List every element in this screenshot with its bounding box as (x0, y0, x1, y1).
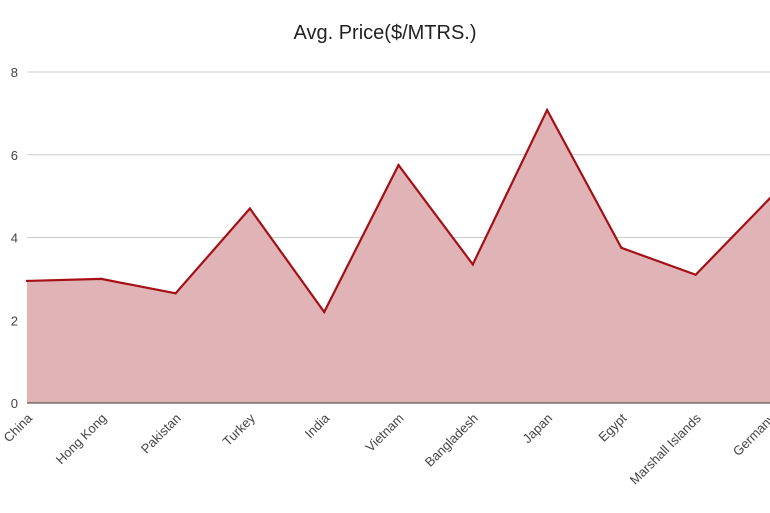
x-tick-label: Germany (730, 410, 770, 459)
x-tick-label: Egypt (595, 410, 629, 444)
y-tick-label: 2 (11, 313, 18, 328)
data-point (397, 163, 400, 167)
x-tick-label: Vietnam (362, 411, 406, 455)
x-tick-label: Hong Kong (53, 411, 110, 468)
data-point (100, 277, 103, 281)
data-point (620, 246, 623, 250)
data-point (25, 279, 29, 283)
y-tick-label: 6 (11, 148, 18, 163)
y-tick-label: 8 (11, 65, 18, 80)
data-point (248, 207, 252, 210)
y-tick-label: 4 (11, 231, 18, 246)
x-tick-label: Marshall Islands (627, 410, 704, 487)
data-point (174, 292, 177, 295)
x-tick-label: Pakistan (138, 411, 184, 457)
y-tick-label: 0 (11, 396, 18, 411)
chart-title: Avg. Price($/MTRS.) (293, 22, 477, 44)
data-point (694, 273, 697, 276)
x-tick-label: India (302, 410, 333, 441)
x-tick-label: Japan (520, 411, 556, 447)
area-fill (27, 110, 770, 403)
data-point (545, 108, 549, 112)
x-tick-label: Turkey (220, 410, 259, 449)
data-point (471, 263, 474, 266)
x-tick-label: Bangladesh (422, 411, 481, 470)
data-point (323, 310, 326, 314)
x-tick-label: China (0, 410, 35, 445)
